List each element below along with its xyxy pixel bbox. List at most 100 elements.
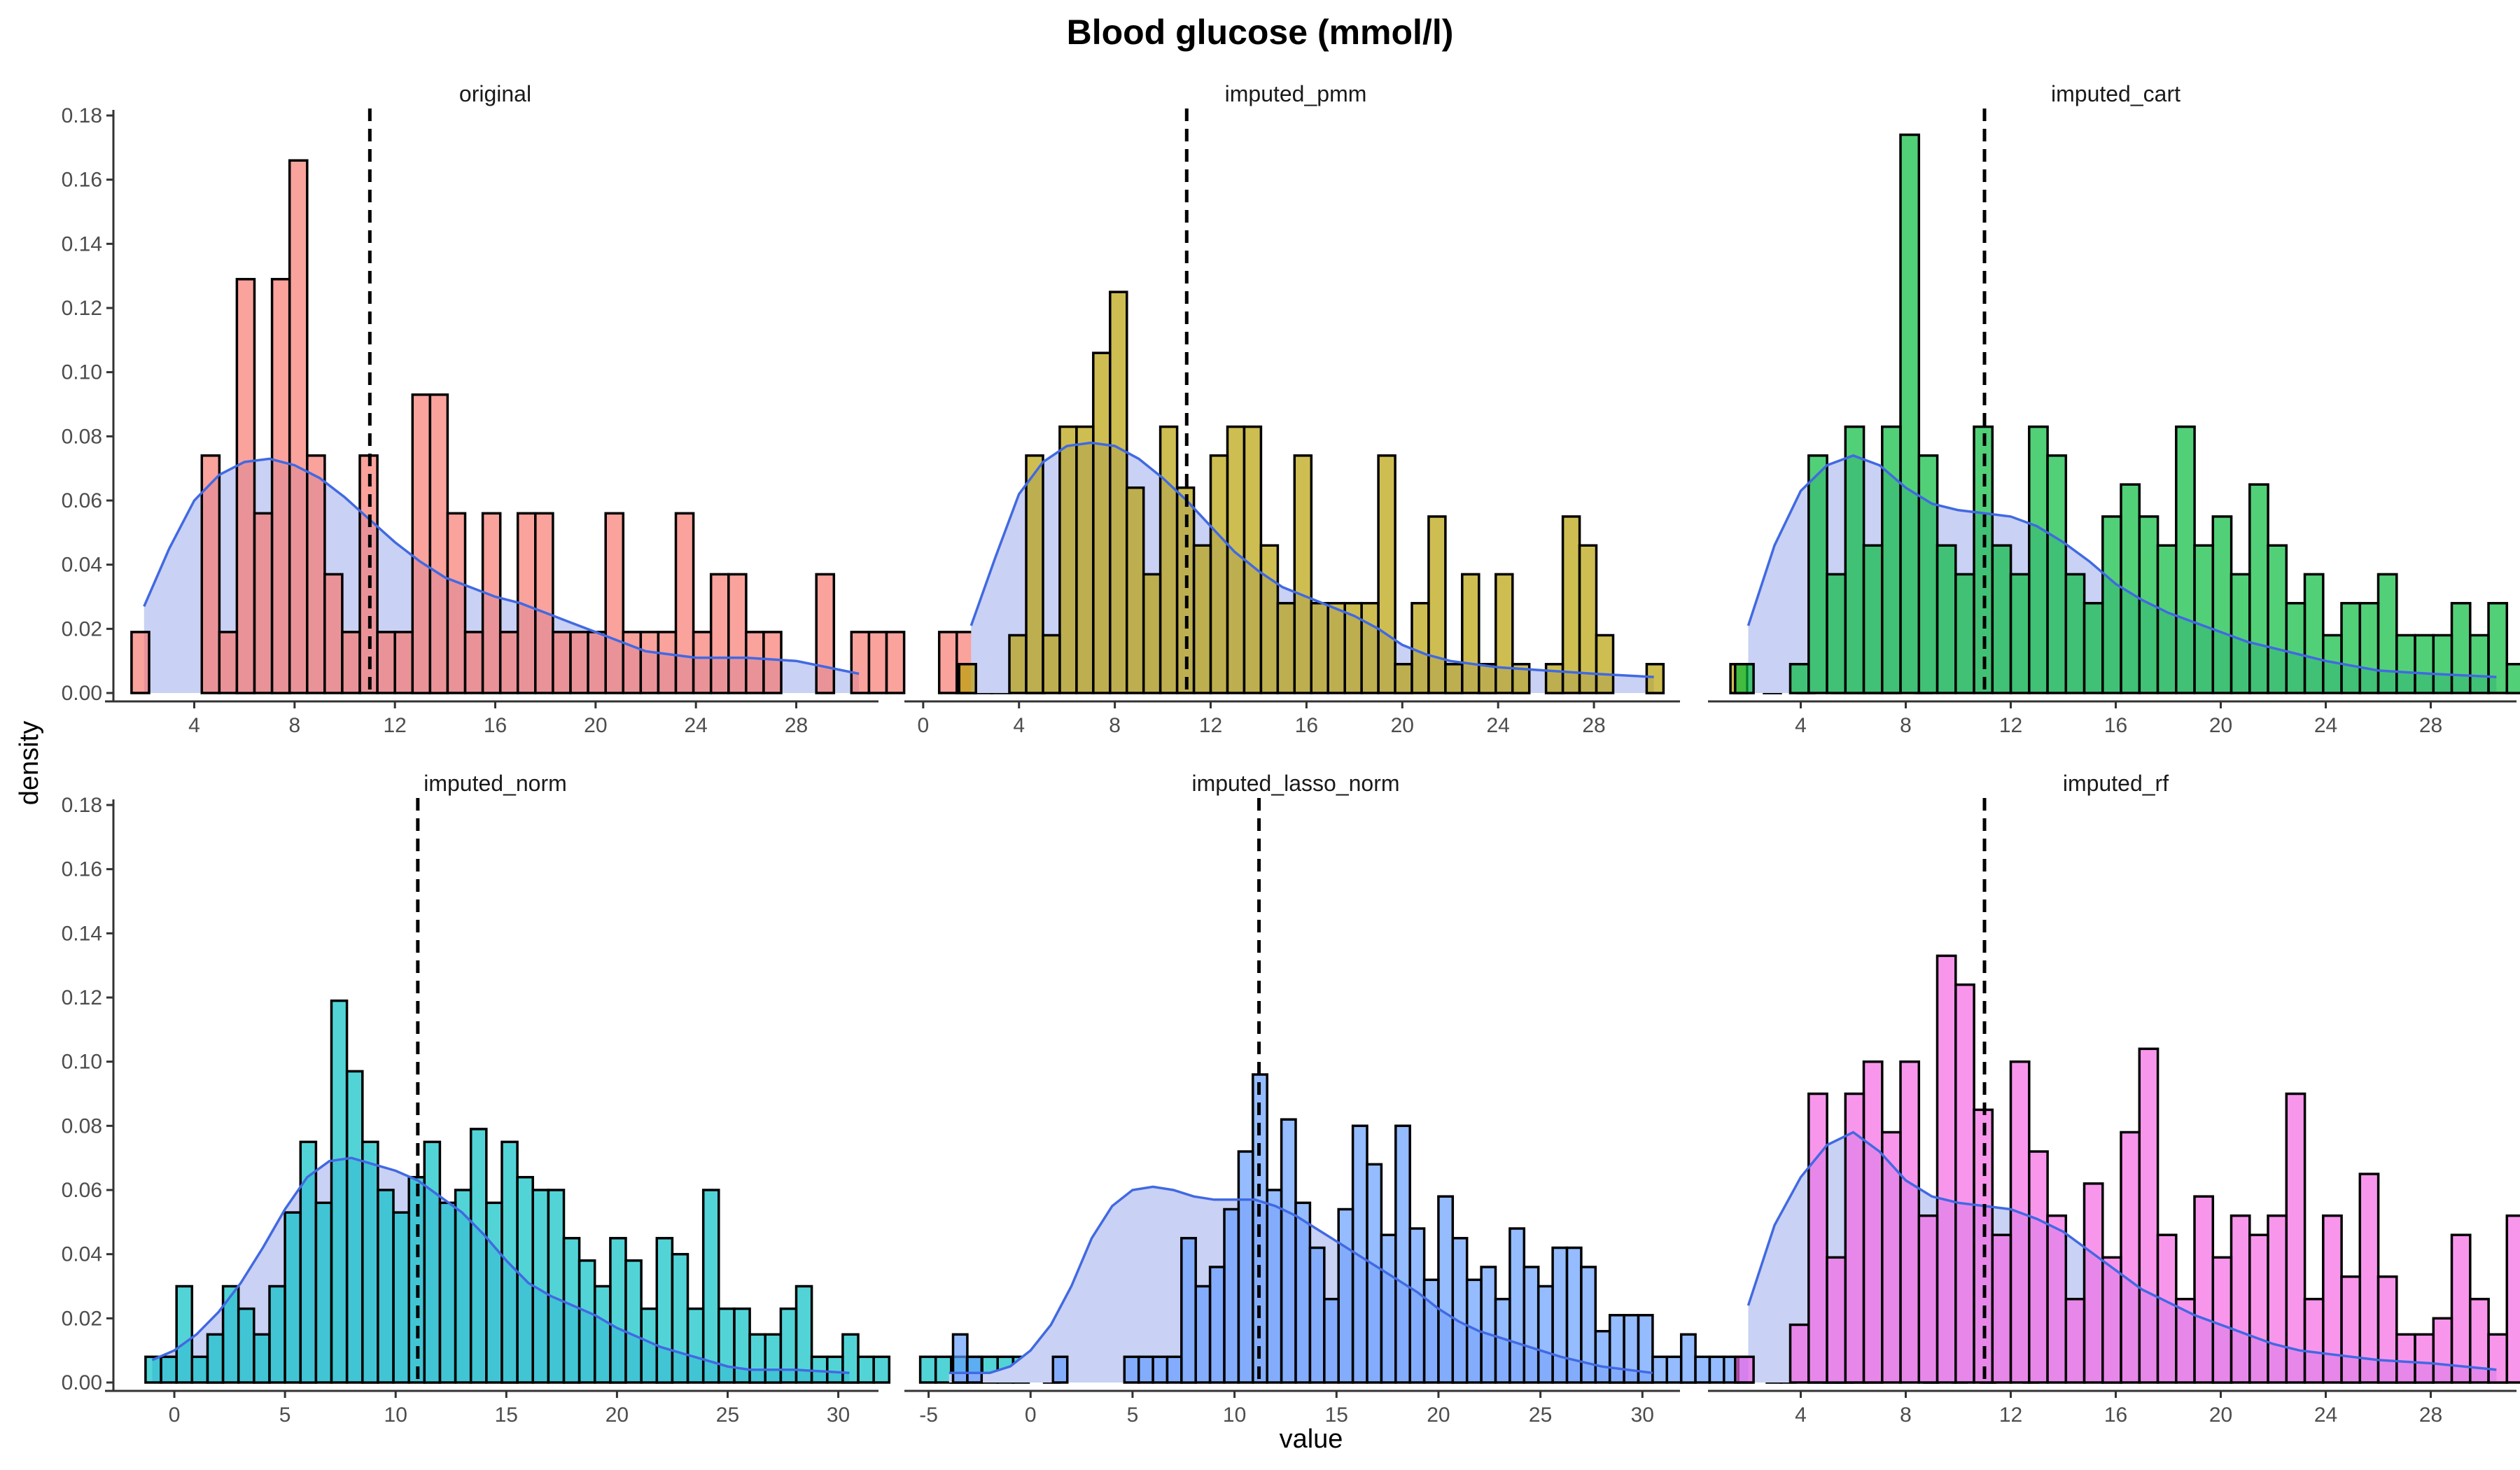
histogram-bar [1226,425,1246,694]
histogram-bar [160,1355,178,1384]
histogram-bar [1665,1355,1683,1384]
histogram-bar [2340,1275,2362,1384]
histogram-bar [562,1237,581,1384]
histogram-bar [2487,601,2509,694]
x-tick-label: 12 [1999,1404,2022,1427]
histogram-bar [1917,454,1939,694]
histogram-bar [1788,1323,1810,1384]
y-tick-label: 0.08 [62,425,102,448]
histogram-bar [1075,425,1095,694]
x-tick-label: 28 [1582,714,1605,737]
histogram-bar [1881,1130,1902,1384]
histogram-bar [2138,1047,2160,1384]
y-tick-label: 0.16 [62,858,102,881]
histogram-bar [498,631,519,694]
histogram-bar [268,1284,286,1384]
histogram-bar [1377,454,1396,694]
x-tick-label: 30 [827,1404,850,1427]
histogram-bar [1734,663,1755,694]
x-tick-label: 12 [383,714,406,737]
x-tick-label: 0 [1025,1404,1037,1427]
x-tick-label: 12 [1999,714,2022,737]
histogram-bar [2009,573,2031,694]
histogram-bar [1280,1118,1297,1384]
histogram-bar [958,663,977,694]
histogram-bar [918,1355,937,1384]
x-tick-label: 4 [1795,714,1807,737]
histogram-bar [2101,515,2122,694]
y-tick-label: 0.12 [62,297,102,320]
x-tick-label: 15 [495,1404,518,1427]
histogram-bar [578,1259,596,1384]
histogram-bar [221,1284,240,1384]
histogram-bar [1708,1355,1726,1384]
histogram-bar [1645,663,1665,694]
histogram-bar [745,631,765,694]
y-tick-label: 0.18 [62,104,102,127]
histogram-bar [1991,1233,2012,1384]
histogram-bar [779,1307,798,1384]
y-tick-label: 0.02 [62,1307,102,1330]
histogram-bar [622,631,643,694]
x-tick-label: 25 [1529,1404,1552,1427]
chart-title: Blood glucose (mmol/l) [1067,13,1454,52]
histogram-bar [1051,1355,1069,1384]
histogram-bar [284,1211,302,1384]
x-tick-label: 15 [1325,1404,1348,1427]
histogram-bar [2450,1233,2472,1384]
x-tick-label: -5 [919,1404,938,1427]
histogram-bar [692,631,713,694]
x-tick-label: 16 [2104,1404,2127,1427]
histogram-bar [1058,425,1078,694]
histogram-bar [2267,544,2288,694]
histogram-bar [2211,1256,2233,1384]
panel-title: original [459,81,531,106]
x-tick-label: 10 [1223,1404,1246,1427]
histogram-bar [1480,1266,1497,1384]
histogram-bar [569,631,589,694]
histogram-bar [2248,1233,2269,1384]
histogram-bar [1478,663,1497,694]
density-line [143,457,860,676]
histogram-bar [253,512,274,694]
histogram-bar [2175,425,2196,694]
histogram-bar [674,512,695,694]
histogram-bar [1092,351,1112,694]
density-line [1746,454,2497,678]
x-tick-label: 20 [606,1404,629,1427]
histogram-bar [1844,1092,1865,1384]
x-tick-label: 0 [169,1404,181,1427]
x-tick-label: 12 [1199,714,1222,737]
histogram-bar [438,1201,457,1384]
histogram-bar [314,1201,333,1384]
histogram-bar [1125,486,1145,694]
histogram-bar [2046,1214,2068,1384]
histogram-bar [1608,1314,1625,1384]
histogram-bar [671,1252,690,1384]
histogram-bar [1276,601,1296,694]
histogram-bar [841,1333,860,1384]
histogram-bar [130,631,150,694]
histogram-bar [1788,663,1810,694]
panel-imputed_lasso_norm: imputed_lasso_norm -5 0 5 10 15 20 25 30 [904,771,2040,1427]
histogram-bar [2120,1130,2141,1384]
histogram-bar [1826,1256,1847,1384]
histogram-bar [2414,1333,2435,1384]
histogram-bar [2009,1060,2031,1384]
histogram-bar [1158,425,1179,694]
histogram-bar [423,1140,442,1384]
histogram-bar [657,631,678,694]
density-line [151,1156,850,1375]
x-tick-label: 24 [2314,714,2337,737]
histogram-bar [1522,1266,1540,1384]
histogram-bar [1152,1355,1169,1384]
histogram-bar [2028,1150,2049,1384]
histogram-bar [2285,601,2306,694]
histogram-bar [2211,515,2233,694]
histogram-bar [1142,573,1162,694]
x-tick-label: 4 [1013,714,1025,737]
x-tick-label: 20 [1391,714,1414,737]
y-tick-label: 0.16 [62,169,102,192]
x-tick-label: 24 [1486,714,1509,737]
histogram-bar [655,1237,674,1384]
